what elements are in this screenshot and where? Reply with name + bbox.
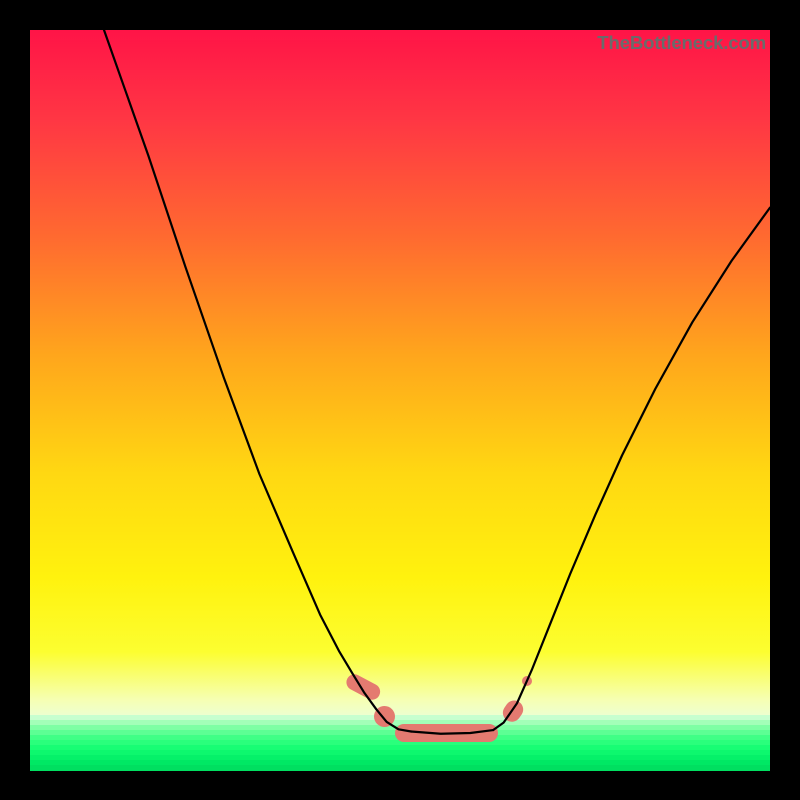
watermark-text: TheBottleneck.com — [597, 32, 766, 54]
curve-left-branch — [104, 30, 411, 732]
chart-frame: TheBottleneck.com — [30, 30, 770, 770]
curve-right-branch — [493, 208, 770, 730]
curve-valley-floor — [411, 730, 493, 734]
bottleneck-curve — [30, 30, 770, 770]
